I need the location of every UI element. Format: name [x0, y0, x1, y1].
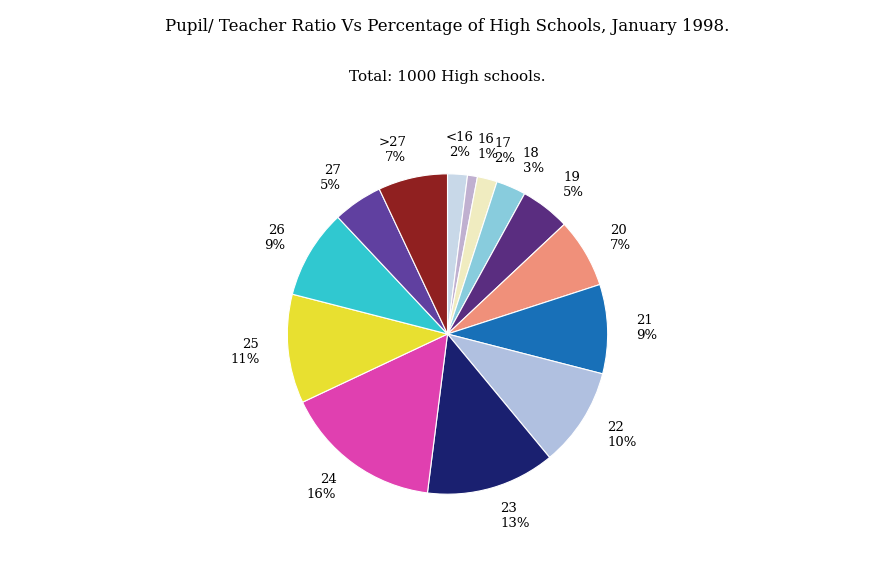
Text: 21
9%: 21 9% [636, 314, 657, 342]
Wedge shape [379, 174, 447, 334]
Wedge shape [447, 193, 563, 334]
Text: 26
9%: 26 9% [264, 224, 284, 252]
Text: 23
13%: 23 13% [500, 502, 529, 530]
Wedge shape [427, 334, 549, 494]
Text: 19
5%: 19 5% [562, 171, 584, 199]
Text: <16
2%: <16 2% [445, 131, 473, 159]
Wedge shape [447, 174, 467, 334]
Text: >27
7%: >27 7% [378, 135, 406, 163]
Text: 16
1%: 16 1% [477, 134, 497, 161]
Wedge shape [447, 182, 524, 334]
Wedge shape [447, 177, 496, 334]
Text: Total: 1000 High schools.: Total: 1000 High schools. [349, 70, 545, 84]
Text: 27
5%: 27 5% [320, 163, 341, 192]
Text: 18
3%: 18 3% [522, 146, 543, 175]
Text: 25
11%: 25 11% [230, 338, 259, 366]
Text: 17
2%: 17 2% [494, 137, 515, 165]
Wedge shape [287, 294, 447, 402]
Text: 20
7%: 20 7% [610, 224, 630, 252]
Wedge shape [447, 285, 607, 374]
Text: 24
16%: 24 16% [307, 473, 336, 501]
Wedge shape [292, 217, 447, 334]
Text: 22
10%: 22 10% [606, 421, 636, 449]
Wedge shape [447, 334, 602, 458]
Text: Pupil/ Teacher Ratio Vs Percentage of High Schools, January 1998.: Pupil/ Teacher Ratio Vs Percentage of Hi… [165, 18, 729, 35]
Wedge shape [447, 224, 599, 334]
Wedge shape [302, 334, 447, 493]
Wedge shape [337, 189, 447, 334]
Wedge shape [447, 175, 477, 334]
